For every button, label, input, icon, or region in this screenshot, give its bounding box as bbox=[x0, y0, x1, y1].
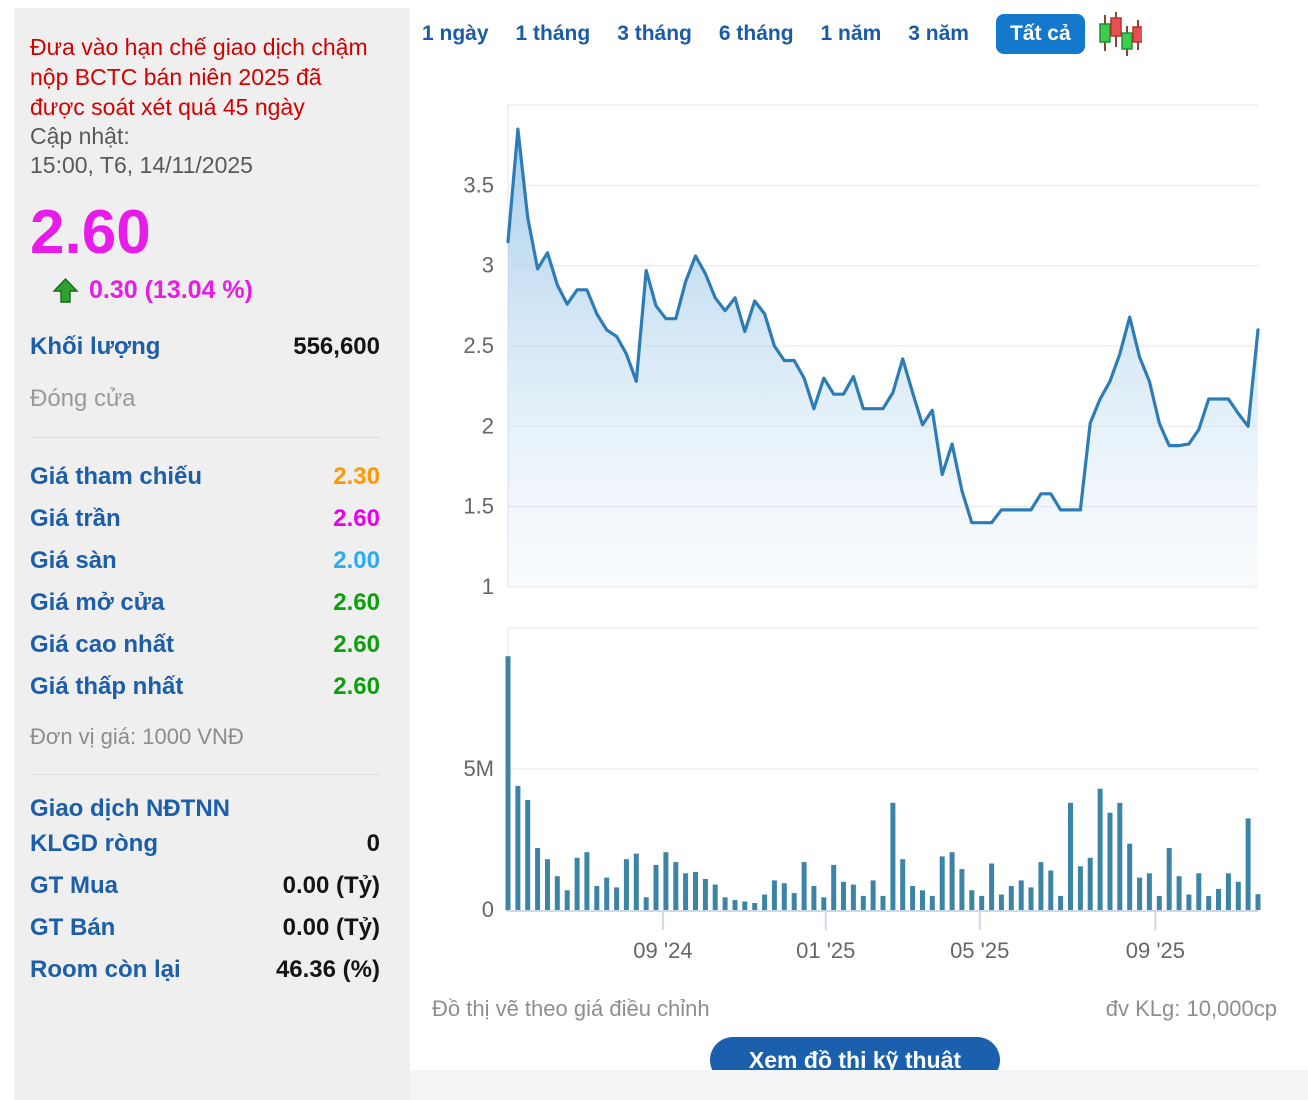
row-label: KLGD ròng bbox=[30, 830, 158, 857]
price-table: Giá tham chiếu 2.30 Giá trần 2.60 Giá sà… bbox=[30, 456, 380, 708]
table-row: Giá tham chiếu 2.30 bbox=[30, 456, 380, 498]
candlestick-chart-icon[interactable] bbox=[1098, 11, 1142, 57]
row-label: GT Mua bbox=[30, 872, 118, 899]
chart-panel: 1 ngày 1 tháng 3 tháng 6 tháng 1 năm 3 n… bbox=[410, 0, 1308, 1100]
row-label: Giá mở cửa bbox=[30, 589, 165, 616]
charts-svg: 1 1.5 2 2.5 3 3.5 0 5M 09 '24 01 '25 05 '25 09 '25 bbox=[463, 104, 1261, 963]
up-arrow-icon bbox=[52, 277, 79, 303]
table-row: GT Bán 0.00 (Tỷ) bbox=[30, 907, 380, 949]
ceiling-price-value: 2.60 bbox=[333, 505, 380, 532]
buy-value: 0.00 (Tỷ) bbox=[282, 872, 380, 899]
table-row: Giá thấp nhất 2.60 bbox=[30, 666, 380, 708]
tab-1-day[interactable]: 1 ngày bbox=[422, 22, 489, 45]
tab-6-months[interactable]: 6 tháng bbox=[718, 22, 794, 45]
reference-price-value: 2.30 bbox=[333, 463, 380, 490]
foreign-trading-table: KLGD ròng 0 GT Mua 0.00 (Tỷ) GT Bán 0.00… bbox=[30, 823, 380, 991]
svg-text:09 '24: 09 '24 bbox=[633, 938, 692, 960]
price-area-chart: 1 1.5 2 2.5 3 3.5 bbox=[463, 104, 1260, 599]
room-left-value: 46.36 (%) bbox=[275, 956, 380, 983]
last-price: 2.60 bbox=[30, 198, 151, 267]
tab-1-year[interactable]: 1 năm bbox=[820, 22, 882, 45]
volume-label: Khối lượng bbox=[30, 333, 161, 360]
sell-value: 0.00 (Tỷ) bbox=[282, 914, 380, 941]
price-unit-note: Đơn vị giá: 1000 VNĐ bbox=[30, 724, 244, 749]
row-label: GT Bán bbox=[30, 914, 116, 941]
price-volume-chart[interactable]: 1 1.5 2 2.5 3 3.5 0 5M 09 '24 01 '25 05 '25 09 '25 bbox=[410, 55, 1308, 963]
svg-text:09 '25: 09 '25 bbox=[1126, 938, 1185, 960]
svg-text:3: 3 bbox=[482, 253, 494, 278]
bottom-strip bbox=[410, 1070, 1308, 1100]
price-change-row: 0.30 (13.04 %) bbox=[30, 276, 380, 305]
svg-text:0: 0 bbox=[482, 897, 494, 922]
price-change-value: 0.30 (13.04 %) bbox=[89, 276, 253, 304]
session-status: Đóng cửa bbox=[30, 385, 136, 412]
floor-price-value: 2.00 bbox=[333, 547, 380, 574]
svg-text:1.5: 1.5 bbox=[463, 494, 494, 519]
svg-text:2.5: 2.5 bbox=[463, 333, 494, 358]
low-price-value: 2.60 bbox=[333, 673, 380, 700]
tab-1-month[interactable]: 1 tháng bbox=[515, 22, 591, 45]
updated-timestamp: 15:00, T6, 14/11/2025 bbox=[30, 152, 253, 178]
tab-all[interactable]: Tất cả bbox=[995, 14, 1085, 54]
tab-3-months[interactable]: 3 tháng bbox=[617, 22, 692, 45]
table-row: KLGD ròng 0 bbox=[30, 823, 380, 865]
adjusted-price-note: Đồ thị vẽ theo giá điều chỉnh bbox=[432, 996, 710, 1021]
volume-row: Khối lượng 556,600 bbox=[30, 333, 380, 361]
volume-bar-chart: 0 5M 09 '24 01 '25 05 '25 09 '25 bbox=[463, 627, 1261, 963]
foreign-trading-header: Giao dịch NĐTNN bbox=[30, 795, 231, 822]
svg-text:2: 2 bbox=[482, 413, 494, 438]
svg-text:1: 1 bbox=[482, 574, 494, 599]
table-row: Giá cao nhất 2.60 bbox=[30, 624, 380, 666]
updated-label: Cập nhật: bbox=[30, 123, 130, 149]
volume-value: 556,600 bbox=[293, 333, 380, 360]
volume-unit-note: đv KLg: 10,000cp bbox=[1105, 996, 1277, 1021]
table-row: Room còn lại 46.36 (%) bbox=[30, 949, 380, 991]
table-row: Giá trần 2.60 bbox=[30, 498, 380, 540]
row-label: Giá trần bbox=[30, 505, 121, 532]
row-label: Giá sàn bbox=[30, 547, 117, 574]
row-label: Giá thấp nhất bbox=[30, 673, 184, 700]
tab-3-years[interactable]: 3 năm bbox=[908, 22, 969, 45]
row-label: Giá cao nhất bbox=[30, 631, 175, 658]
row-label: Room còn lại bbox=[30, 956, 181, 983]
row-label: Giá tham chiếu bbox=[30, 463, 203, 490]
quote-sidebar: Đưa vào hạn chế giao dịch chậm nộp BCTC … bbox=[14, 8, 410, 1100]
svg-text:05 '25: 05 '25 bbox=[950, 938, 1009, 960]
svg-text:5M: 5M bbox=[463, 756, 494, 781]
time-range-tabs: 1 ngày 1 tháng 3 tháng 6 tháng 1 năm 3 n… bbox=[422, 12, 1142, 56]
open-price-value: 2.60 bbox=[333, 589, 380, 616]
net-volume-value: 0 bbox=[366, 830, 380, 857]
svg-text:01 '25: 01 '25 bbox=[796, 938, 855, 960]
trading-restriction-alert: Đưa vào hạn chế giao dịch chậm nộp BCTC … bbox=[30, 34, 368, 120]
table-row: Giá sàn 2.00 bbox=[30, 540, 380, 582]
divider bbox=[30, 437, 380, 438]
svg-text:3.5: 3.5 bbox=[463, 172, 494, 197]
divider bbox=[30, 774, 380, 775]
high-price-value: 2.60 bbox=[333, 631, 380, 658]
table-row: Giá mở cửa 2.60 bbox=[30, 582, 380, 624]
table-row: GT Mua 0.00 (Tỷ) bbox=[30, 865, 380, 907]
